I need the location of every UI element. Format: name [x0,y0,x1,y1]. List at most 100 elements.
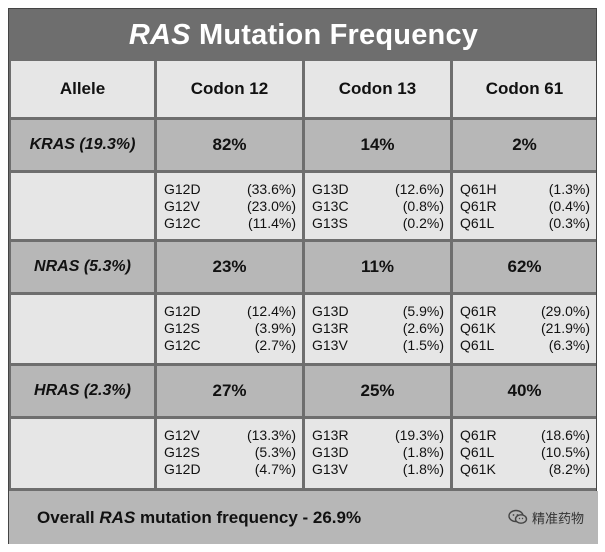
nras-codon12-pct: 23% [157,242,302,292]
mutation-name: G13D [312,303,349,319]
nras-codon13-pct: 11% [305,242,450,292]
mutation-name: G13D [312,444,349,460]
header-allele: Allele [11,61,154,117]
mutation-row: Q61K (21.9%) [460,320,590,337]
mutation-row: G13D (1.8%) [312,444,444,461]
footer-bar: Overall RAS mutation frequency - 26.9% 精… [9,491,598,544]
mutation-row: G13R (19.3%) [312,427,444,444]
mutation-row: Q61L (6.3%) [460,337,590,354]
mutation-row: G13V (1.8%) [312,461,444,478]
mutation-row: G13R (2.6%) [312,320,444,337]
mutation-freq: (0.4%) [548,198,590,214]
mutation-name: G13R [312,320,349,336]
mutation-freq: (2.6%) [402,320,444,336]
kras-codon61-pct: 2% [453,120,596,170]
ras-frequency-table: RAS Mutation Frequency Allele Codon 12 C… [8,8,598,544]
mutation-row: Q61K (8.2%) [460,461,590,478]
mutation-freq: (8.2%) [548,461,590,477]
kras-codon12-pct: 82% [157,120,302,170]
mutation-name: G13S [312,215,348,231]
mutation-freq: (2.7%) [254,337,296,353]
mutation-freq: (6.3%) [548,337,590,353]
kras-codon13-mutations: G13D (12.6%) G13C (0.8%) G13S (0.2%) [305,173,450,239]
mutation-row: G12C (11.4%) [164,215,296,232]
mutation-freq: (4.7%) [254,461,296,477]
title-gene: RAS [128,19,191,51]
mutation-name: G12V [164,427,200,443]
mutation-name: G12S [164,320,200,336]
mutation-freq: (11.4%) [248,215,296,231]
mutation-freq: (1.3%) [548,181,590,197]
overall-frequency: Overall RAS mutation frequency - 26.9% [37,491,361,544]
hras-codon13-mutations: G13R (19.3%) G13D (1.8%) G13V (1.8%) [305,419,450,488]
mutation-freq: (21.9%) [540,320,590,336]
mutation-name: Q61L [460,337,495,353]
mutation-freq: (12.6%) [394,181,444,197]
mutation-freq: (23.0%) [246,198,296,214]
mutation-row: G12S (3.9%) [164,320,296,337]
watermark: 精准药物 [508,505,584,529]
mutation-name: Q61R [460,198,497,214]
mutation-name: G12D [164,461,201,477]
gene-label-kras: KRAS (19.3%) [11,120,154,170]
header-codon12: Codon 12 [157,61,302,117]
mutation-freq: (12.4%) [246,303,296,319]
mutation-row: G12D (4.7%) [164,461,296,478]
mutation-row: G13D (12.6%) [312,181,444,198]
mutation-name: Q61K [460,320,496,336]
mutation-freq: (1.8%) [402,461,444,477]
mutation-row: G12D (33.6%) [164,181,296,198]
mutation-freq: (18.6%) [540,427,590,443]
mutation-row: G13D (5.9%) [312,303,444,320]
gene-label-hras: HRAS (2.3%) [11,366,154,416]
mutation-row: Q61L (0.3%) [460,215,590,232]
mutation-freq: (3.9%) [254,320,296,336]
mutation-name: Q61R [460,303,497,319]
watermark-text: 精准药物 [531,510,584,526]
hras-codon13-pct: 25% [305,366,450,416]
table-title: RAS Mutation Frequency [9,9,598,61]
mutation-name: G12C [164,215,201,231]
mutation-row: G12S (5.3%) [164,444,296,461]
mutation-row: G13S (0.2%) [312,215,444,232]
mutation-row: Q61R (18.6%) [460,427,590,444]
mutation-name: G13R [312,427,349,443]
mutation-name: G12C [164,337,201,353]
mutation-row: G13V (1.5%) [312,337,444,354]
hras-codon61-pct: 40% [453,366,596,416]
mutation-name: G13V [312,461,348,477]
kras-codon13-pct: 14% [305,120,450,170]
gene-label-nras: NRAS (5.3%) [11,242,154,292]
footer-suffix: mutation frequency - 26.9% [140,508,362,527]
mutation-freq: (0.2%) [402,215,444,231]
mutation-row: G13C (0.8%) [312,198,444,215]
mutation-name: Q61H [460,181,497,197]
mutation-row: Q61L (10.5%) [460,444,590,461]
mutation-row: Q61R (0.4%) [460,198,590,215]
mutation-name: Q61R [460,427,497,443]
nras-codon61-mutations: Q61R (29.0%) Q61K (21.9%) Q61L (6.3%) [453,295,596,363]
wechat-icon [508,509,528,525]
mutation-freq: (33.6%) [246,181,296,197]
header-codon13: Codon 13 [305,61,450,117]
mutation-row: G12C (2.7%) [164,337,296,354]
nras-codon13-mutations: G13D (5.9%) G13R (2.6%) G13V (1.5%) [305,295,450,363]
kras-codon12-mutations: G12D (33.6%) G12V (23.0%) G12C (11.4%) [157,173,302,239]
mutation-row: G12D (12.4%) [164,303,296,320]
hras-codon12-mutations: G12V (13.3%) G12S (5.3%) G12D (4.7%) [157,419,302,488]
mutation-name: G13C [312,198,349,214]
nras-codon61-pct: 62% [453,242,596,292]
mutation-name: Q61L [460,215,495,231]
mutation-name: G12S [164,444,200,460]
title-rest: Mutation Frequency [198,19,479,51]
mutation-freq: (1.5%) [402,337,444,353]
nras-blank-cell [11,295,154,363]
kras-blank-cell [11,173,154,239]
mutation-freq: (19.3%) [394,427,444,443]
mutation-row: Q61H (1.3%) [460,181,590,198]
mutation-row: G12V (23.0%) [164,198,296,215]
mutation-name: G12D [164,303,201,319]
mutation-name: G13V [312,337,348,353]
hras-codon12-pct: 27% [157,366,302,416]
mutation-name: Q61K [460,461,496,477]
